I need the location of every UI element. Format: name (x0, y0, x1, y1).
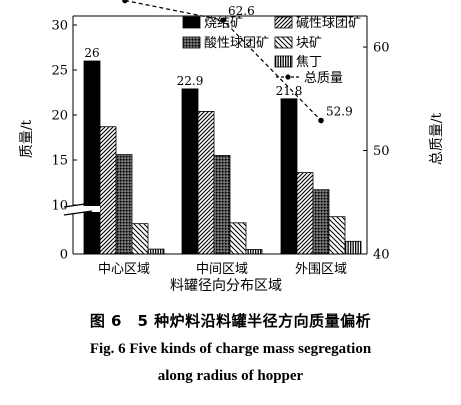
y-tick-label-right-40: 40 (373, 248, 390, 263)
legend-marker-total-mass (285, 74, 291, 80)
x-tick-label-1: 中心区域 (98, 262, 150, 277)
bar-acid-pellet-3 (312, 189, 330, 255)
figure-caption-english-line2: along radius of hopper (157, 368, 304, 384)
total-mass-point-1 (122, 0, 128, 4)
bar-acid-pellet-1 (115, 154, 133, 255)
axis-break-gap (60, 206, 100, 212)
legend-swatch-lump-ore (274, 36, 293, 49)
y-tick-label-left-30: 30 (51, 19, 68, 34)
legend-label-coke-nut: 焦丁 (296, 55, 322, 70)
legend-label-sinter: 烧结矿 (204, 16, 243, 31)
bar-label-sinter-3: 21.8 (276, 84, 303, 98)
figure-caption-chinese: 图 6 5 种炉料沿料罐半径方向质量偏析 (89, 312, 372, 330)
bar-coke-nut-3 (344, 240, 362, 255)
bar-coke-nut-1 (147, 248, 165, 255)
bars-group: 26 中心区域 22.9 中间区域 21.8 外围区域 (83, 46, 362, 277)
x-axis-label: 料罐径向分布区域 (170, 278, 282, 294)
legend-swatch-basic-pellet (274, 16, 293, 29)
y-tick-label-right-50: 50 (373, 144, 390, 159)
bar-coke-nut-2 (245, 249, 263, 255)
bar-basic-pellet-2 (197, 111, 215, 255)
bar-acid-pellet-2 (213, 155, 231, 255)
figure-caption-english-line1: Fig. 6 Five kinds of charge mass segrega… (89, 341, 372, 357)
bar-lump-ore-3 (328, 216, 346, 255)
y-tick-label-left-10: 10 (51, 199, 68, 214)
y-tick-label-left-25: 25 (51, 64, 68, 79)
x-tick-label-2: 中间区域 (196, 262, 248, 277)
total-mass-line-group: 64.562.652.9 (122, 0, 353, 124)
legend-label-basic-pellet: 碱性球团矿 (296, 16, 361, 31)
total-mass-label-2: 62.6 (228, 4, 255, 18)
bar-basic-pellet-3 (296, 172, 314, 255)
bar-basic-pellet-1 (99, 126, 117, 255)
bar-label-sinter-2: 22.9 (177, 74, 204, 88)
legend-swatch-sinter (182, 16, 201, 29)
bar-lump-ore-2 (229, 222, 247, 255)
y-tick-label-left-15: 15 (51, 154, 68, 169)
y-axis-label-left: 质量/t (19, 119, 35, 158)
bar-lump-ore-1 (131, 223, 149, 255)
y-axis-label-right: 总质量/t (429, 112, 445, 165)
y-tick-label-left-0: 0 (60, 248, 68, 263)
legend-swatch-acid-pellet (182, 36, 201, 49)
axes-group: 0 10 15 20 25 30 40 50 60 (51, 15, 390, 263)
total-mass-point-2 (220, 17, 226, 23)
total-mass-point-3 (318, 117, 324, 124)
y-tick-label-right-60: 60 (373, 41, 390, 56)
axis-break-mark-upper (63, 202, 93, 208)
legend-label-acid-pellet: 酸性球团矿 (204, 36, 269, 51)
total-mass-label-3: 52.9 (326, 105, 353, 119)
bar-sinter-1 (83, 60, 101, 255)
axis-break-mark-lower (63, 210, 93, 216)
y-tick-label-left-20: 20 (51, 109, 68, 124)
legend-swatch-coke-nut (274, 55, 293, 68)
bar-sinter-2 (181, 88, 199, 255)
legend-label-lump-ore: 块矿 (296, 36, 322, 51)
bar-label-sinter-1: 26 (84, 46, 99, 60)
legend-label-total-mass: 总质量 (304, 71, 343, 86)
bar-sinter-3 (280, 98, 298, 255)
x-tick-label-3: 外围区域 (295, 262, 347, 277)
